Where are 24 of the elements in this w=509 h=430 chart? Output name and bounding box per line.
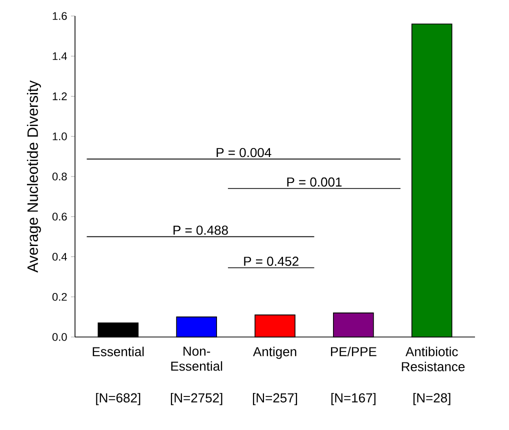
y-tick-label: 1.6 xyxy=(52,12,67,20)
x-tick-label: PE/PPE xyxy=(331,346,376,356)
text: [N=682] xyxy=(96,392,140,406)
annotation: P = 0.452 xyxy=(244,256,298,266)
y-tick-label: 1.2 xyxy=(52,92,67,100)
y-tick-label: 0.0 xyxy=(52,333,67,341)
text: [N=28] xyxy=(413,392,450,406)
y-tick-label: 0.6 xyxy=(52,212,67,221)
y-tick-label: 1.0 xyxy=(52,132,67,140)
y-tick-label: 0.2 xyxy=(52,292,67,301)
text: [N=167] xyxy=(331,392,376,406)
x-tick-label: Antigen xyxy=(252,346,296,359)
text: [N=257] xyxy=(252,392,298,406)
annotation: P = 0.001 xyxy=(287,177,342,187)
annotation: P = 0.488 xyxy=(174,226,228,235)
x-tick-label: Antibiotic Resistance xyxy=(402,346,465,372)
y-axis-title: Average Nucleotide Diversity xyxy=(26,80,41,273)
y-tick-label: 1.4 xyxy=(52,52,67,60)
text: [N=2752] xyxy=(170,392,222,406)
annotation: P = 0.004 xyxy=(216,148,272,158)
x-tick-label: Essential xyxy=(92,346,144,356)
x-tick-label: Non-Essential xyxy=(171,346,222,371)
y-tick-label: 0.4 xyxy=(52,252,67,261)
y-tick-label: 0.8 xyxy=(52,172,67,180)
